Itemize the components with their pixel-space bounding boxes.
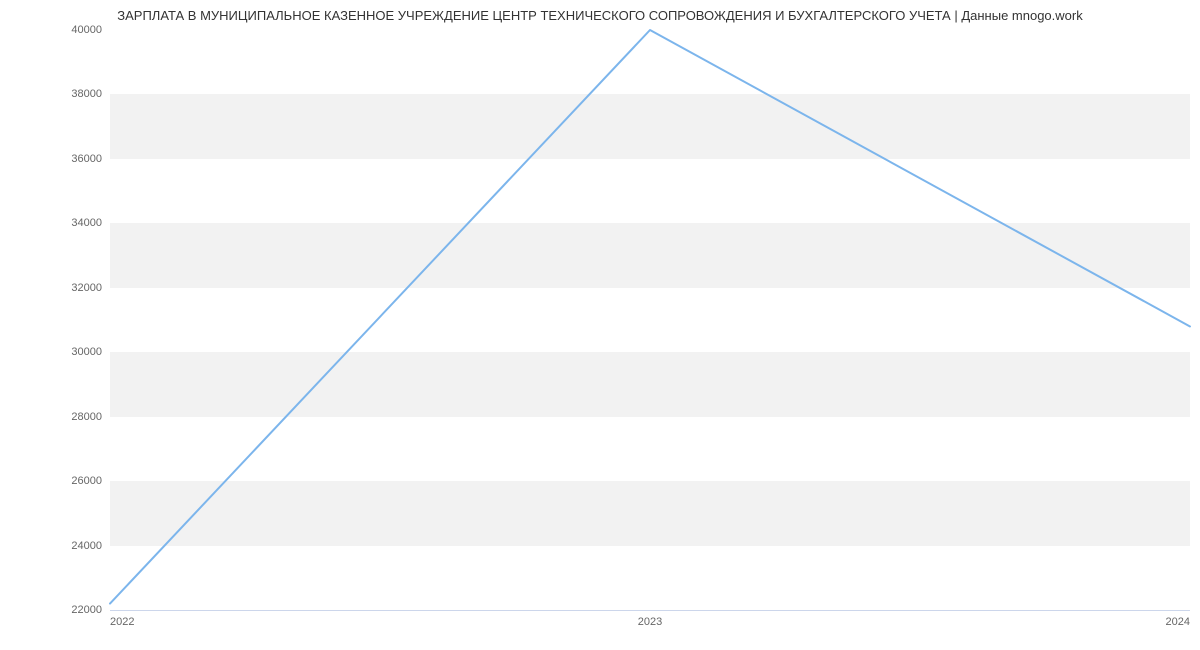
series-line-salary	[110, 30, 1190, 604]
x-tick-label: 2024	[1166, 610, 1190, 628]
y-tick-label: 24000	[71, 540, 110, 552]
y-tick-label: 32000	[71, 282, 110, 294]
y-tick-label: 38000	[71, 88, 110, 100]
y-tick-label: 34000	[71, 217, 110, 229]
salary-line-chart: ЗАРПЛАТА В МУНИЦИПАЛЬНОЕ КАЗЕННОЕ УЧРЕЖД…	[0, 0, 1200, 650]
y-tick-label: 26000	[71, 475, 110, 487]
chart-title: ЗАРПЛАТА В МУНИЦИПАЛЬНОЕ КАЗЕННОЕ УЧРЕЖД…	[0, 8, 1200, 23]
y-tick-label: 28000	[71, 411, 110, 423]
y-tick-label: 30000	[71, 346, 110, 358]
plot-area: 2200024000260002800030000320003400036000…	[110, 30, 1190, 610]
y-tick-label: 40000	[71, 24, 110, 36]
x-tick-label: 2023	[638, 610, 662, 628]
y-tick-label: 22000	[71, 604, 110, 616]
y-tick-label: 36000	[71, 153, 110, 165]
x-tick-label: 2022	[110, 610, 134, 628]
series-layer	[110, 30, 1190, 610]
